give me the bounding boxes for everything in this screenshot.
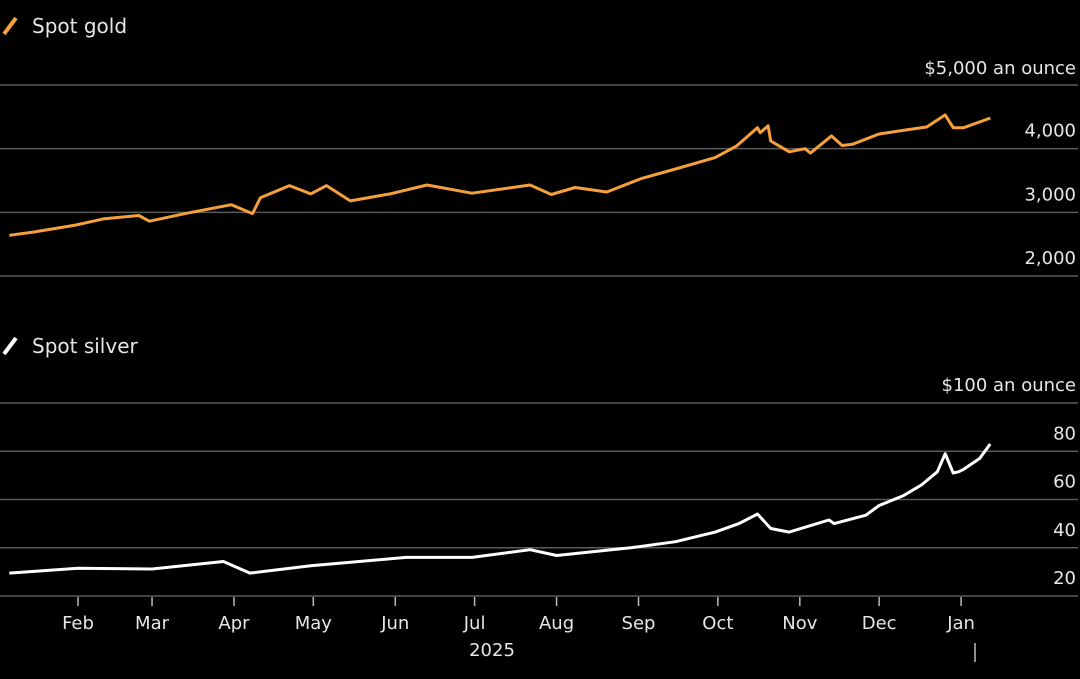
gold-series-line — [9, 113, 991, 237]
silver-legend-swatch — [2, 336, 18, 356]
gold-y-tick-label: 3,000 — [1024, 184, 1076, 205]
silver-panel: Spot silver $100 an ounce 20 40 60 80 — [0, 334, 1078, 597]
x-tick-label: Jun — [380, 613, 409, 634]
gold-y-tick-label: 2,000 — [1024, 248, 1076, 269]
silver-y-tick-label: 80 — [1053, 423, 1076, 444]
silver-unit-label: $100 an ounce — [942, 375, 1077, 396]
x-tick-label: Dec — [862, 613, 897, 634]
x-tick-label: Apr — [218, 613, 250, 634]
gold-legend-swatch — [2, 16, 18, 36]
x-tick-label: May — [295, 613, 333, 634]
x-tick-label: Jan — [946, 613, 975, 634]
x-tick-label: Mar — [135, 613, 170, 634]
x-tick-label: Oct — [702, 613, 733, 634]
x-tick-label: Jul — [463, 613, 486, 634]
gold-legend-label: Spot gold — [32, 14, 127, 38]
gold-y-tick-label: 4,000 — [1024, 121, 1076, 142]
x-tick-label: Nov — [782, 613, 817, 634]
x-tick-label: Feb — [62, 613, 94, 634]
x-tick-label: Aug — [539, 613, 574, 634]
gold-unit-label: $5,000 an ounce — [924, 58, 1076, 79]
x-axis: 2025 Feb Mar Apr May Jun Jul Aug Sep Oct Nov Dec Ja… — [62, 597, 976, 662]
x-tick-label: Sep — [622, 613, 656, 634]
silver-y-tick-label: 40 — [1053, 520, 1076, 541]
year-label: 2025 — [469, 640, 515, 661]
silver-y-tick-label: 60 — [1053, 472, 1076, 493]
silver-legend-label: Spot silver — [32, 334, 139, 358]
silver-series-line — [9, 443, 992, 575]
silver-y-tick-label: 20 — [1053, 568, 1076, 589]
gold-panel: Spot gold $5,000 an ounce 2,000 3,000 4,00… — [0, 14, 1078, 277]
